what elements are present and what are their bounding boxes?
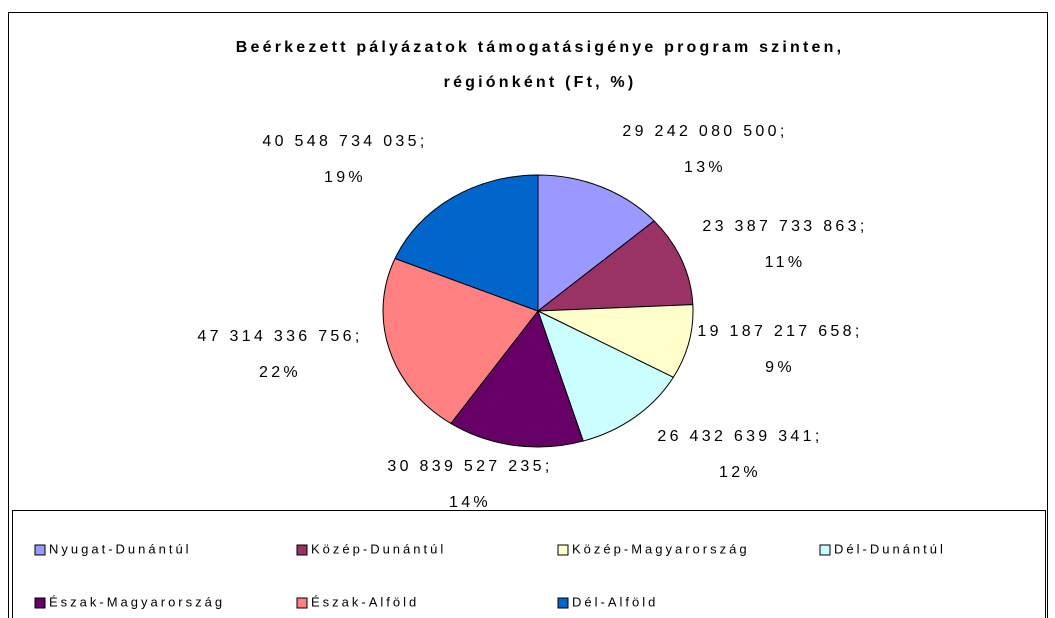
legend-swatch (819, 544, 831, 556)
data-label: 40 548 734 035; (262, 133, 427, 150)
chart-title: régiónként (Ft, %) (444, 74, 637, 91)
pie-slice (394, 174, 539, 312)
pie-slice (537, 174, 655, 313)
legend-label: Közép-Dunántúl (311, 541, 446, 556)
pie-slice (382, 257, 539, 425)
legend-label: Nyugat-Dunántúl (49, 541, 192, 556)
legend-label: Dél-Dunántúl (834, 541, 946, 556)
data-label: 47 314 336 756; (197, 328, 362, 345)
legend-label: Észak-Magyarország (49, 594, 225, 609)
data-label: 11% (765, 254, 806, 271)
legend-box (12, 510, 1046, 618)
data-label: 13% (684, 159, 726, 176)
legend-swatch (296, 544, 308, 556)
legend-label: Közép-Magyarország (572, 541, 750, 556)
chart-title: Beérkezett pályázatok támogatásigénye pr… (236, 39, 845, 56)
pie-slice (450, 309, 584, 448)
data-label: 22% (259, 364, 301, 381)
data-label: 12% (719, 464, 761, 481)
data-label: 19 187 217 658; (697, 323, 862, 340)
pie-slice (537, 304, 694, 378)
legend-swatch (296, 597, 308, 609)
pie-slice (536, 220, 694, 312)
data-label: 9% (765, 359, 795, 376)
legend-swatch (34, 544, 46, 556)
legend-label: Észak-Alföld (311, 594, 419, 609)
legend-swatch (557, 544, 569, 556)
legend-swatch (34, 597, 46, 609)
pie-slice (537, 310, 675, 442)
data-label: 19% (324, 169, 366, 186)
legend-label: Dél-Alföld (572, 594, 658, 609)
data-label: 14% (449, 494, 491, 511)
data-label: 29 242 080 500; (622, 123, 787, 140)
data-label: 26 432 639 341; (657, 428, 822, 445)
data-label: 23 387 733 863; (702, 218, 867, 235)
data-label: 30 839 527 235; (387, 458, 552, 475)
legend-swatch (557, 597, 569, 609)
